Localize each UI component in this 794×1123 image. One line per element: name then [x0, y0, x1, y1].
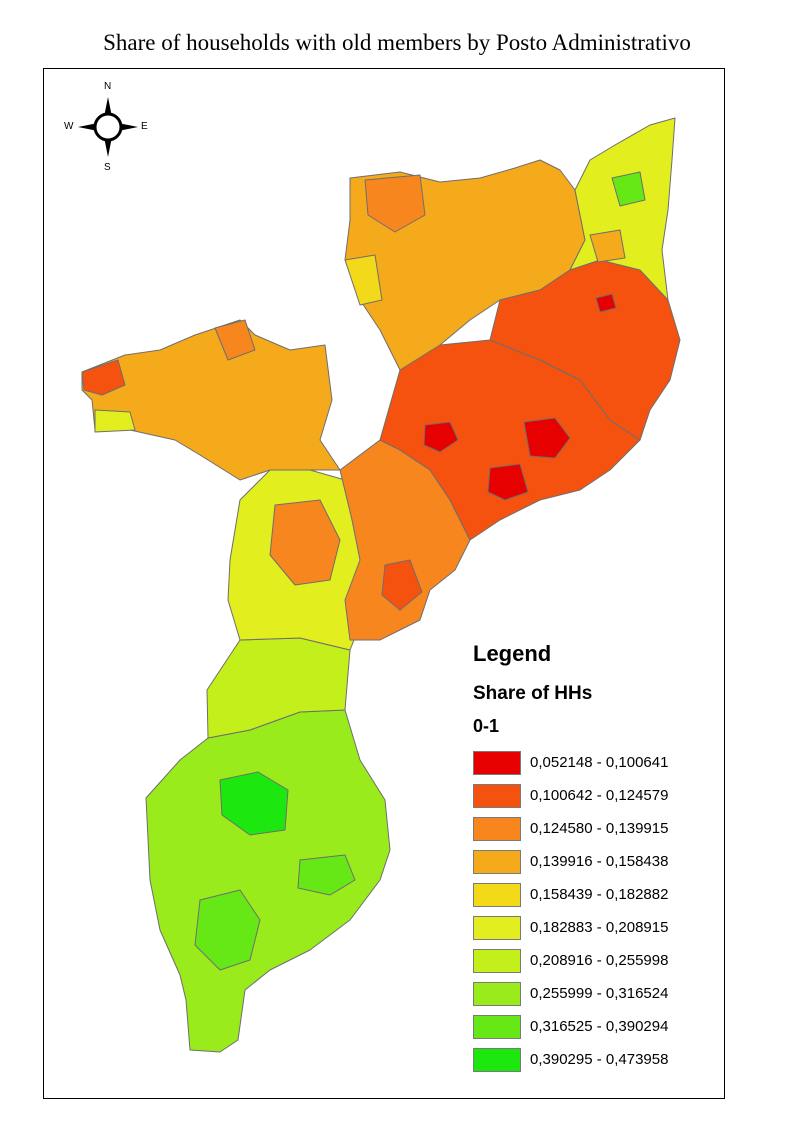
region-nampula-red — [595, 293, 617, 313]
compass-rose-icon — [78, 97, 138, 157]
region-niassa-dark — [364, 174, 426, 233]
legend-title: Legend — [473, 641, 552, 666]
legend-list: 0,052148 - 0,100641 0,100642 - 0,124579 … — [473, 746, 668, 1076]
legend-item: 0,182883 - 0,208915 — [473, 911, 668, 944]
region-tete — [81, 319, 341, 481]
legend-label: 0,208916 - 0,255998 — [530, 952, 669, 969]
region-central-orange — [269, 499, 341, 586]
map-title: Share of households with old members by … — [103, 30, 691, 55]
legend-item: 0,316525 - 0,390294 — [473, 1010, 668, 1043]
legend-field: Share of HHs — [473, 683, 593, 704]
legend-swatch — [473, 981, 521, 1006]
legend-swatch — [473, 1047, 521, 1072]
legend-item: 0,124580 - 0,139915 — [473, 812, 668, 845]
legend-swatch — [473, 948, 521, 973]
region-cabo-delgado-orange — [589, 229, 626, 263]
legend-range: 0-1 — [473, 716, 500, 736]
region-south-bright — [219, 771, 289, 836]
region-zambezia-red-2 — [523, 417, 571, 459]
legend-label: 0,255999 - 0,316524 — [530, 985, 669, 1002]
legend-label: 0,316525 - 0,390294 — [530, 1018, 669, 1035]
region-zambezia — [379, 339, 641, 541]
legend-swatch — [473, 915, 521, 940]
region-south-dark-2 — [297, 854, 356, 896]
region-niassa-light — [344, 254, 383, 306]
legend-label: 0,158439 - 0,182882 — [530, 886, 669, 903]
legend-swatch — [473, 849, 521, 874]
legend-label: 0,390295 - 0,473958 — [530, 1051, 669, 1068]
legend-item: 0,100642 - 0,124579 — [473, 779, 668, 812]
region-tete-west — [81, 359, 126, 396]
legend-swatch — [473, 882, 521, 907]
legend-swatch — [473, 750, 521, 775]
compass-south-label: S — [104, 162, 111, 173]
region-cabo-delgado-green — [611, 171, 646, 207]
region-tete-east — [214, 319, 256, 361]
compass-north-label: N — [104, 81, 112, 92]
legend-label: 0,182883 - 0,208915 — [530, 919, 669, 936]
region-tete-southwest — [94, 409, 136, 433]
legend-label: 0,052148 - 0,100641 — [530, 754, 669, 771]
region-sofala-coast — [381, 559, 423, 611]
legend-item: 0,390295 - 0,473958 — [473, 1043, 668, 1076]
legend-item: 0,255999 - 0,316524 — [473, 977, 668, 1010]
legend-label: 0,100642 - 0,124579 — [530, 787, 669, 804]
region-zambezia-red-3 — [487, 463, 529, 501]
compass-west-label: W — [64, 121, 74, 132]
region-south-dark — [194, 889, 261, 971]
legend-item: 0,052148 - 0,100641 — [473, 746, 668, 779]
legend-item: 0,158439 - 0,182882 — [473, 878, 668, 911]
region-zambezia-red-1 — [423, 421, 459, 453]
legend-item: 0,208916 - 0,255998 — [473, 944, 668, 977]
legend-label: 0,124580 - 0,139915 — [530, 820, 669, 837]
legend-item: 0,139916 - 0,158438 — [473, 845, 668, 878]
legend-swatch — [473, 1014, 521, 1039]
legend-label: 0,139916 - 0,158438 — [530, 853, 669, 870]
legend-swatch — [473, 783, 521, 808]
compass-east-label: E — [141, 121, 148, 132]
legend-swatch — [473, 816, 521, 841]
